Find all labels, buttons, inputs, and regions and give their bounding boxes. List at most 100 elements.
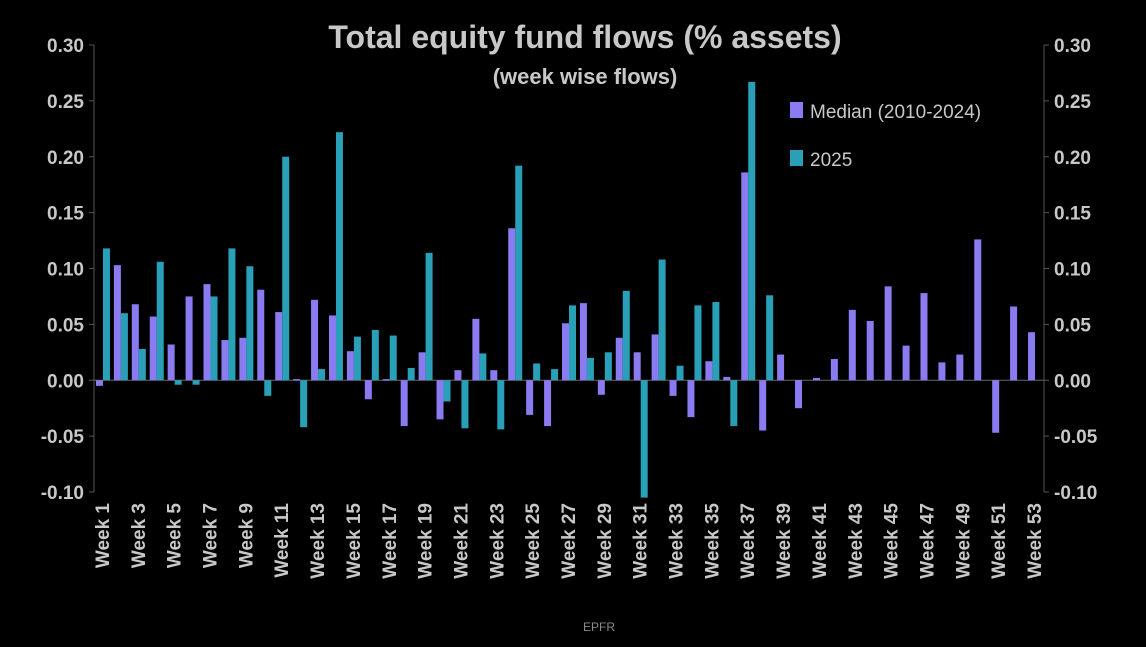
bar-median-week-40 bbox=[795, 380, 803, 409]
x-tick-label: Week 1 bbox=[93, 503, 114, 569]
bar-median-week-20 bbox=[436, 380, 444, 420]
x-tick-label: Week 39 bbox=[774, 503, 795, 579]
y-tick-label-right: 0.15 bbox=[1054, 204, 1091, 225]
y-tick-label-left: 0.05 bbox=[47, 315, 84, 336]
bar-median-week-31 bbox=[633, 352, 641, 381]
bar-median-week-50 bbox=[974, 239, 982, 381]
x-tick-label: Week 11 bbox=[272, 503, 293, 578]
bar-median-week-8 bbox=[221, 340, 229, 381]
bars bbox=[95, 81, 1036, 498]
bar-median-week-46 bbox=[902, 345, 910, 381]
bar-median-week-34 bbox=[687, 380, 695, 418]
x-tick-label: Week 49 bbox=[953, 503, 974, 579]
bar-median-week-41 bbox=[812, 378, 820, 381]
bar-2025-week-27 bbox=[569, 305, 576, 381]
y-tick-label-left: 0.10 bbox=[47, 260, 84, 281]
x-tick-label: Week 47 bbox=[917, 503, 938, 579]
x-tick-label: Week 17 bbox=[380, 503, 401, 579]
chart-title: Total equity fund flows (% assets) bbox=[328, 19, 841, 55]
bar-median-week-18 bbox=[400, 380, 408, 427]
bar-median-week-16 bbox=[364, 380, 372, 400]
legend-swatch-2025 bbox=[790, 150, 803, 166]
bar-2025-week-1 bbox=[102, 248, 110, 381]
chart-subtitle: (week wise flows) bbox=[493, 64, 678, 89]
y-tick-label-left: 0.00 bbox=[47, 371, 84, 392]
y-tick-label-left: 0.15 bbox=[47, 204, 84, 225]
bar-2025-week-37 bbox=[748, 81, 756, 381]
y-tick-label-right: 0.10 bbox=[1054, 260, 1091, 281]
bar-2025-week-12 bbox=[300, 380, 308, 428]
bar-median-week-42 bbox=[830, 359, 838, 381]
bar-2025-week-32 bbox=[658, 259, 666, 381]
bar-2025-week-7 bbox=[210, 296, 218, 381]
legend-swatch-median bbox=[790, 102, 803, 118]
bar-median-week-5 bbox=[167, 344, 175, 381]
bar-median-week-32 bbox=[651, 334, 659, 381]
bar-median-week-24 bbox=[508, 228, 516, 381]
x-tick-label: Week 19 bbox=[416, 503, 437, 579]
legend: Median (2010-2024) 2025 bbox=[790, 102, 981, 171]
bar-median-week-51 bbox=[992, 380, 1000, 433]
y-tick-label-left: -0.10 bbox=[41, 483, 84, 504]
bar-2025-week-36 bbox=[730, 380, 738, 427]
bar-median-week-15 bbox=[346, 351, 354, 381]
bar-median-week-22 bbox=[472, 318, 480, 381]
x-tick-label: Week 27 bbox=[559, 503, 580, 579]
x-tick-label: Week 43 bbox=[846, 503, 867, 579]
bar-2025-week-33 bbox=[676, 365, 684, 381]
x-tick-label: Week 41 bbox=[810, 503, 831, 579]
bar-2025-week-16 bbox=[371, 329, 379, 381]
bar-median-week-11 bbox=[275, 312, 283, 381]
bar-2025-week-20 bbox=[443, 380, 451, 402]
bar-2025-week-34 bbox=[694, 305, 702, 381]
bar-median-week-27 bbox=[562, 323, 569, 381]
x-tick-label: Week 35 bbox=[702, 503, 723, 579]
bar-2025-week-38 bbox=[766, 295, 774, 381]
bar-2025-week-18 bbox=[407, 367, 415, 381]
x-tick-label: Week 53 bbox=[1025, 503, 1046, 579]
bar-2025-week-6 bbox=[192, 380, 200, 385]
bar-median-week-39 bbox=[777, 354, 785, 381]
y-tick-label-left: -0.05 bbox=[41, 427, 85, 448]
bar-median-week-25 bbox=[526, 380, 534, 415]
x-tick-label: Week 51 bbox=[989, 503, 1010, 579]
y-tick-label-right: 0.20 bbox=[1054, 148, 1091, 169]
bar-median-week-2 bbox=[113, 265, 121, 381]
bar-2025-week-24 bbox=[515, 165, 523, 381]
bar-2025-week-31 bbox=[640, 380, 648, 498]
bar-median-week-6 bbox=[185, 296, 193, 381]
bar-2025-week-17 bbox=[389, 335, 397, 381]
bar-2025-week-23 bbox=[497, 380, 505, 430]
bar-median-week-45 bbox=[884, 286, 892, 381]
x-tick-label: Week 9 bbox=[236, 503, 257, 568]
y-tick-label-right: 0.05 bbox=[1054, 315, 1091, 336]
bar-median-week-3 bbox=[131, 304, 139, 381]
x-tick-label: Week 29 bbox=[595, 503, 616, 579]
y-tick-label-right: -0.10 bbox=[1054, 483, 1097, 504]
bar-2025-week-9 bbox=[246, 266, 254, 381]
bar-2025-week-28 bbox=[586, 357, 594, 381]
bar-median-week-26 bbox=[544, 380, 552, 427]
bar-median-week-23 bbox=[490, 370, 498, 381]
bar-median-week-1 bbox=[95, 380, 103, 386]
y-tick-label-left: 0.25 bbox=[47, 92, 84, 113]
x-tick-labels: Week 1 Week 3 Week 5 Week 7 Week 9 Week 11 Wee… bbox=[93, 503, 1046, 579]
bar-2025-week-3 bbox=[138, 348, 146, 381]
bar-median-week-14 bbox=[328, 315, 336, 381]
bar-2025-week-10 bbox=[264, 380, 272, 396]
x-tick-label: Week 7 bbox=[201, 503, 222, 568]
legend-label-2025: 2025 bbox=[810, 150, 852, 171]
y-tick-label-right: 0.00 bbox=[1054, 371, 1091, 392]
bar-median-week-9 bbox=[239, 337, 247, 381]
bar-median-week-43 bbox=[848, 309, 856, 381]
bar-median-week-19 bbox=[418, 352, 426, 381]
bar-median-week-52 bbox=[1010, 306, 1018, 381]
bar-2025-week-11 bbox=[282, 156, 290, 381]
bar-median-week-13 bbox=[311, 299, 319, 381]
bar-median-week-36 bbox=[723, 376, 731, 381]
bar-median-week-30 bbox=[615, 337, 623, 381]
y-tick-label-right: -0.05 bbox=[1054, 427, 1098, 448]
bar-2025-week-14 bbox=[335, 132, 343, 381]
bar-2025-week-8 bbox=[228, 248, 236, 381]
